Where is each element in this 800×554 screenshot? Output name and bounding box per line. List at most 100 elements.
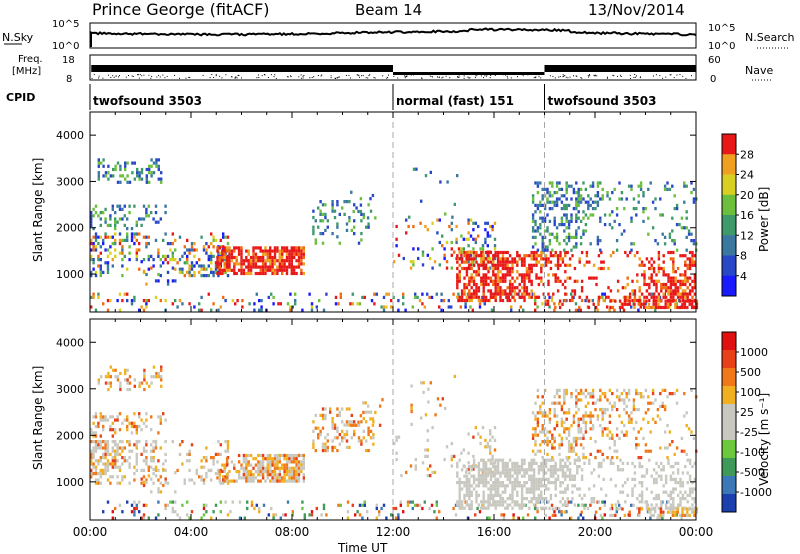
power-cell: [99, 258, 102, 262]
velocity-cell: [618, 398, 621, 402]
velocity-cell: [613, 443, 616, 447]
velocity-cell: [692, 436, 696, 440]
velocity-cell: [511, 490, 514, 494]
velocity-cell: [599, 398, 602, 402]
velocity-cell: [109, 424, 112, 429]
power-cell: [257, 255, 260, 260]
velocity-cell: [229, 510, 232, 514]
velocity-cell: [331, 420, 334, 424]
velocity-cell: [577, 427, 580, 431]
power-cell: [109, 174, 112, 178]
velocity-cell: [540, 477, 543, 481]
power-cell: [477, 289, 481, 293]
power-cell: [365, 225, 368, 229]
power-cell: [506, 273, 509, 277]
power-cell: [558, 181, 561, 185]
power-colorbar-swatch: [722, 194, 736, 216]
velocity-cell: [102, 440, 105, 444]
velocity-cell: [626, 477, 629, 481]
power-cell: [99, 217, 102, 221]
velocity-cell: [582, 452, 585, 456]
power-cell: [171, 266, 175, 270]
power-cell: [516, 276, 519, 280]
velocity-cell: [494, 465, 497, 469]
velocity-cell: [496, 465, 500, 469]
power-cell: [650, 263, 653, 267]
power-cell: [317, 225, 320, 229]
velocity-cell: [601, 411, 604, 415]
power-cell: [145, 174, 148, 178]
power-cell: [126, 227, 129, 231]
power-cell: [114, 164, 117, 168]
power-cell: [350, 228, 353, 232]
power-cell: [290, 268, 293, 272]
power-cell: [650, 295, 653, 299]
power-cell: [674, 276, 677, 280]
power-cell: [147, 267, 150, 271]
velocity-cell: [608, 401, 612, 405]
velocity-cell: [539, 408, 542, 412]
power-cell: [494, 276, 497, 280]
velocity-cell: [478, 510, 482, 514]
velocity-cell: [111, 428, 114, 432]
power-cell: [692, 197, 696, 201]
x-tick-label: 00:00: [679, 525, 714, 539]
power-cell: [102, 211, 105, 215]
velocity-cell: [645, 506, 649, 510]
velocity-cell: [321, 445, 325, 449]
power-cell: [374, 216, 377, 220]
power-cell: [207, 254, 210, 258]
velocity-cell: [150, 428, 153, 432]
velocity-cell: [560, 420, 564, 424]
power-cell: [632, 207, 636, 211]
velocity-cell: [551, 507, 555, 511]
power-cell: [684, 295, 687, 299]
power-cell: [264, 265, 267, 269]
velocity-cell: [669, 503, 673, 507]
power-cell: [494, 250, 497, 255]
power-cell: [142, 204, 146, 208]
velocity-cell: [571, 477, 574, 481]
power-cell: [145, 245, 148, 249]
velocity-cell: [496, 481, 500, 485]
power-cell: [102, 238, 105, 242]
velocity-cell: [453, 454, 456, 458]
power-cell: [314, 238, 317, 242]
velocity-cell: [431, 470, 434, 474]
velocity-cell: [378, 513, 381, 517]
velocity-cell: [216, 476, 219, 480]
velocity-cell: [124, 368, 127, 372]
velocity-cell: [542, 500, 545, 504]
velocity-cell: [686, 481, 689, 485]
velocity-cell: [133, 478, 136, 482]
power-cell: [426, 253, 429, 257]
velocity-colorbar-tick-label: 25: [740, 406, 754, 419]
velocity-cell: [599, 449, 602, 453]
nave-dot: [445, 75, 447, 77]
velocity-cell: [472, 467, 475, 471]
power-cell: [684, 263, 687, 267]
power-cell: [416, 295, 419, 299]
velocity-cell: [276, 453, 279, 458]
velocity-cell: [426, 454, 429, 458]
velocity-cell: [308, 513, 311, 517]
power-cell: [531, 229, 535, 233]
velocity-cell: [94, 468, 98, 472]
velocity-cell: [549, 481, 553, 485]
power-cell: [662, 260, 665, 264]
power-cell: [555, 235, 559, 239]
power-cell: [528, 292, 531, 296]
power-cell: [489, 279, 493, 283]
power-cell: [654, 197, 657, 201]
power-cell: [283, 262, 286, 266]
velocity-cell: [460, 487, 464, 491]
power-cell: [295, 271, 298, 276]
power-cell: [553, 216, 556, 220]
power-cell: [484, 228, 487, 232]
velocity-cell: [261, 466, 265, 470]
power-cell: [474, 221, 477, 225]
velocity-cell: [506, 506, 509, 510]
velocity-cell: [369, 417, 372, 421]
power-cell: [226, 274, 230, 278]
power-cell: [121, 248, 124, 252]
